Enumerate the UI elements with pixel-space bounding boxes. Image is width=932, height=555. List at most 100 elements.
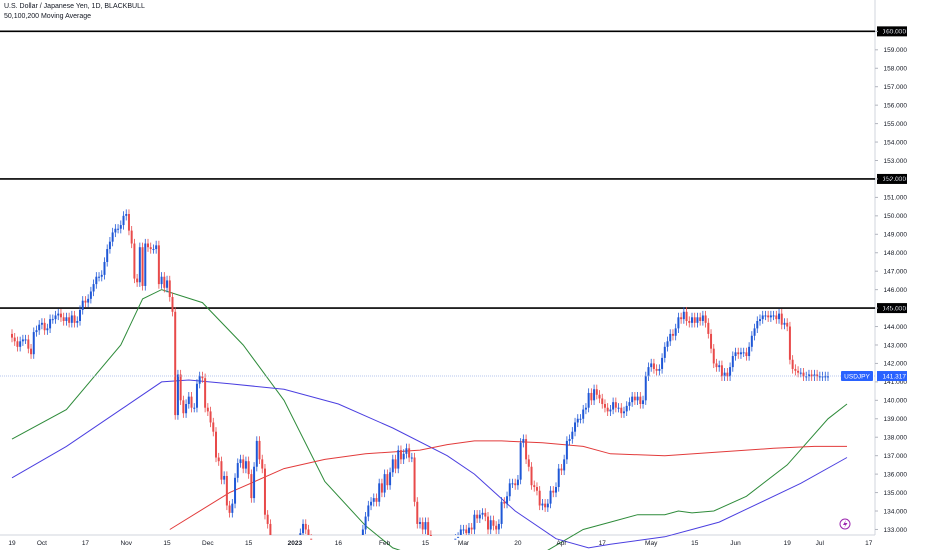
candle-body — [530, 466, 533, 486]
x-axis[interactable]: 19 Oct 17 Nov 15 Dec 15 2023 16 Feb 15 Mar 20 Apr 17 Ma… — [8, 540, 872, 547]
candle-body — [769, 315, 772, 318]
candle-body — [799, 372, 802, 374]
candle-body — [791, 359, 794, 369]
price-tags: USDJPY 141.317 — [0, 371, 907, 382]
candle-body — [742, 352, 745, 354]
x-tick-label: 15 — [163, 540, 171, 547]
candle-body — [560, 468, 563, 471]
candle-body — [454, 538, 457, 540]
candle-body — [552, 490, 555, 493]
candle-body — [242, 459, 245, 469]
candle-body — [68, 317, 71, 323]
candle-body — [59, 313, 62, 318]
candle-body — [383, 474, 386, 493]
y-tick-label: 137.000 — [884, 453, 908, 460]
y-tick-label: 160.000 — [884, 29, 908, 36]
candle-body — [688, 321, 691, 323]
candle-body — [35, 330, 38, 333]
level-tag — [877, 303, 907, 314]
candle-body — [710, 333, 713, 349]
candle-body — [647, 367, 650, 377]
x-tick-label: Nov — [120, 540, 132, 547]
candle-body — [206, 407, 209, 412]
candle-body — [171, 297, 174, 312]
y-tick-label: 155.000 — [884, 121, 908, 128]
candle-body — [378, 483, 381, 502]
candle-body — [30, 348, 33, 355]
candle-body — [215, 431, 217, 458]
x-tick-label: Oct — [37, 540, 47, 547]
candle-body — [375, 498, 378, 502]
candle-body — [525, 439, 528, 460]
candle-body — [370, 501, 373, 506]
candle-body — [236, 463, 239, 478]
candle-body — [797, 370, 800, 373]
ma-line-ma50 — [11, 289, 848, 555]
candle-body — [508, 483, 511, 497]
y-tick-label: 139.000 — [884, 416, 908, 423]
candle-body — [802, 372, 805, 377]
candle-body — [46, 328, 49, 331]
candle-body — [421, 522, 424, 530]
candles — [11, 209, 829, 540]
candle-body — [650, 363, 653, 368]
candle-body — [261, 459, 264, 469]
y-tick-label: 146.000 — [884, 287, 908, 294]
candle-body — [655, 368, 658, 371]
candle-body — [603, 404, 606, 408]
candle-body — [625, 405, 628, 412]
grid — [0, 0, 876, 536]
candle-body — [73, 315, 76, 323]
candle-body — [783, 322, 786, 325]
candle-body — [49, 319, 52, 329]
candle-body — [759, 319, 761, 321]
y-axis[interactable]: 133.000 134.000 135.000 136.000 137.000 138.0… — [875, 29, 907, 534]
candle-body — [43, 322, 46, 331]
candle-body — [495, 525, 498, 530]
candle-body — [805, 376, 808, 378]
candle-body — [152, 249, 155, 251]
candle-body — [522, 439, 525, 443]
candle-body — [671, 333, 674, 336]
candle-body — [163, 276, 166, 288]
y-tick-label: 143.000 — [884, 342, 908, 349]
candle-body — [821, 376, 824, 378]
candle-body — [87, 298, 90, 303]
candle-body — [514, 483, 517, 486]
candle-body — [753, 328, 756, 336]
y-tick-label: 149.000 — [884, 232, 908, 239]
y-tick-label: 142.000 — [884, 361, 908, 368]
candle-body — [144, 243, 147, 286]
candle-body — [484, 512, 487, 517]
candle-body — [155, 245, 158, 250]
x-tick-label: Jul — [816, 540, 825, 547]
candle-body — [250, 474, 253, 499]
candle-body — [568, 439, 571, 441]
y-tick-label: 141.000 — [884, 379, 908, 386]
candle-body — [255, 440, 258, 467]
candle-body — [253, 466, 256, 499]
candle-body — [691, 317, 693, 323]
candle-body — [182, 400, 185, 414]
level-tag-label: 145.000 — [883, 305, 907, 312]
candle-body — [361, 529, 364, 535]
y-tick-label: 151.000 — [884, 195, 908, 202]
candle-body — [299, 533, 302, 535]
candle-body — [21, 339, 24, 342]
candle-body — [489, 520, 492, 530]
candle-body — [386, 474, 389, 486]
candle-body — [138, 247, 141, 283]
candle-body — [595, 389, 598, 395]
candle-body — [644, 376, 647, 401]
candle-body — [807, 374, 810, 377]
candle-body — [195, 383, 198, 408]
candle-body — [244, 461, 247, 469]
candle-body — [723, 372, 726, 377]
bolt-icon[interactable] — [839, 518, 851, 530]
candle-body — [788, 326, 791, 360]
candle-body — [636, 396, 639, 401]
candle-body — [780, 313, 783, 325]
